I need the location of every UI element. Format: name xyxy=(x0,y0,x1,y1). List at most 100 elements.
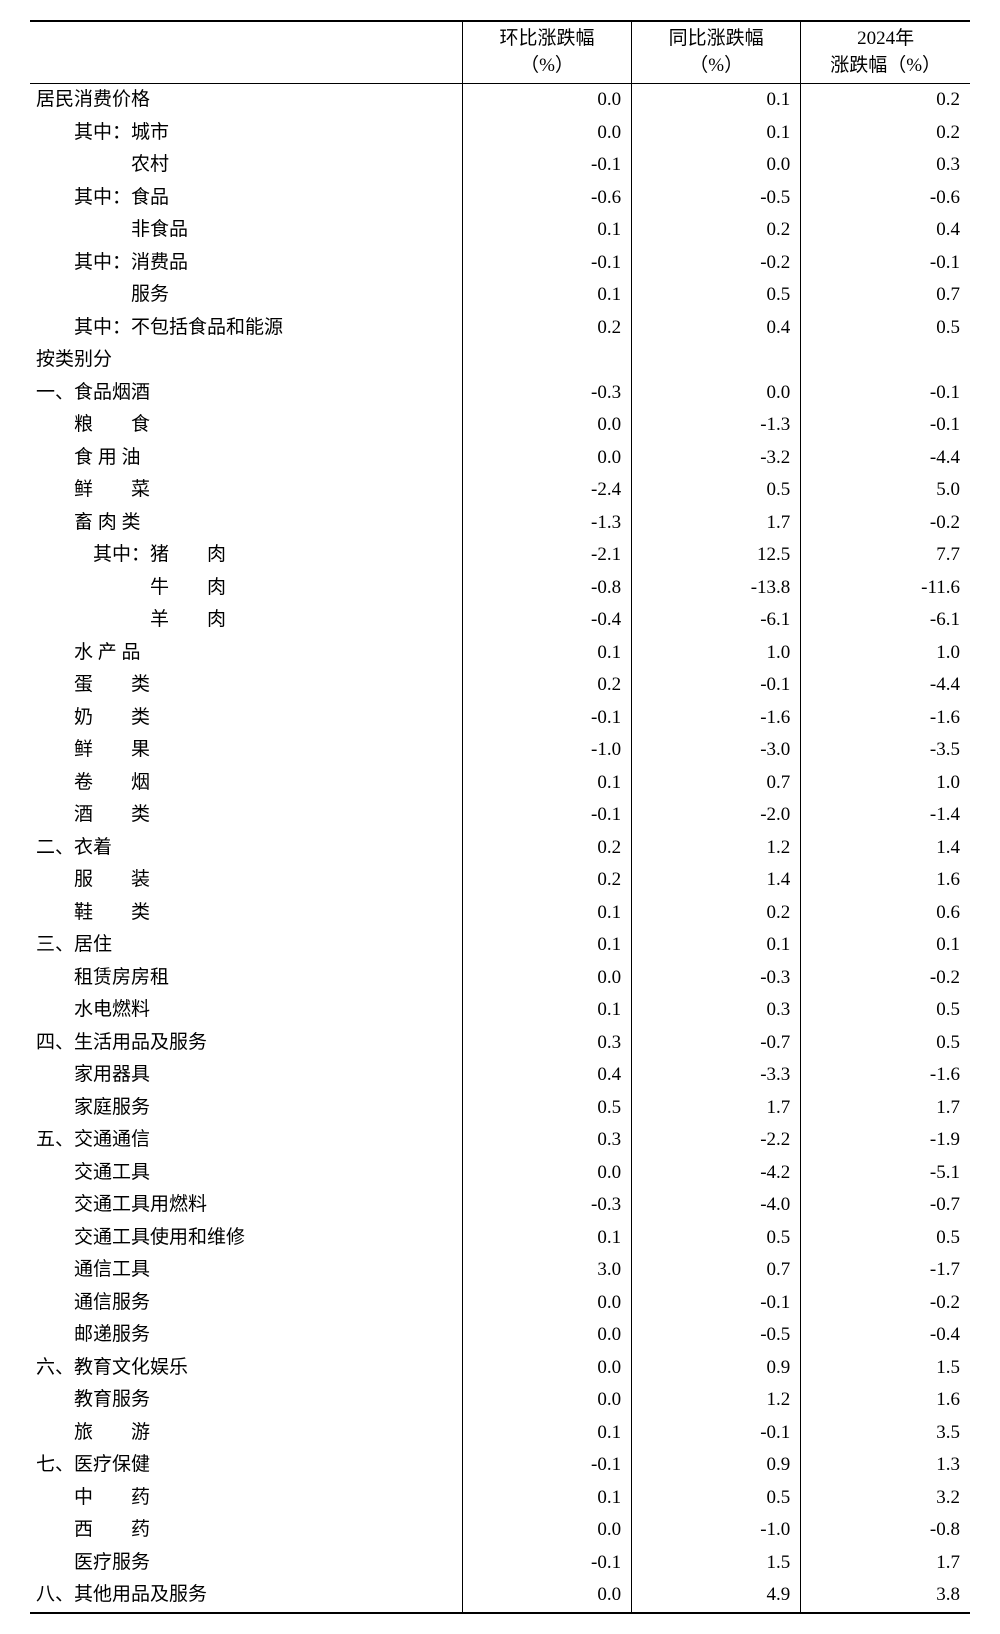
cpi-table: 环比涨跌幅 （%） 同比涨跌幅 （%） 2024年 涨跌幅（%） 居民消费价格0… xyxy=(30,20,970,1614)
row-yoy: -1.3 xyxy=(632,409,801,442)
row-mom: 0.2 xyxy=(462,832,631,865)
table-row: 按类别分 xyxy=(30,344,970,377)
row-yoy: 0.0 xyxy=(632,149,801,182)
row-yoy xyxy=(632,344,801,377)
row-yoy: 0.5 xyxy=(632,1482,801,1515)
row-yoy: 0.5 xyxy=(632,474,801,507)
header-yoy: 同比涨跌幅 （%） xyxy=(632,21,801,84)
header-yoy-l1: 同比涨跌幅 xyxy=(638,26,794,53)
row-mom: 0.0 xyxy=(462,1384,631,1417)
row-yoy: 0.7 xyxy=(632,1254,801,1287)
row-yoy: 0.9 xyxy=(632,1449,801,1482)
row-label: 食 用 油 xyxy=(30,442,462,475)
row-year: -11.6 xyxy=(801,572,970,605)
row-year: -5.1 xyxy=(801,1157,970,1190)
row-yoy: -4.2 xyxy=(632,1157,801,1190)
row-label: 租赁房房租 xyxy=(30,962,462,995)
row-mom: -0.1 xyxy=(462,702,631,735)
row-mom: -2.4 xyxy=(462,474,631,507)
row-mom: 0.3 xyxy=(462,1124,631,1157)
row-yoy: 0.1 xyxy=(632,84,801,117)
row-yoy: 0.1 xyxy=(632,929,801,962)
row-yoy: 1.5 xyxy=(632,1547,801,1580)
table-row: 鲜 果-1.0-3.0-3.5 xyxy=(30,734,970,767)
row-mom: 0.0 xyxy=(462,409,631,442)
table-row: 旅 游0.1-0.13.5 xyxy=(30,1417,970,1450)
row-yoy: -6.1 xyxy=(632,604,801,637)
row-yoy: -1.6 xyxy=(632,702,801,735)
row-yoy: 4.9 xyxy=(632,1579,801,1613)
row-year: -0.6 xyxy=(801,182,970,215)
row-mom: 0.1 xyxy=(462,767,631,800)
row-mom: 0.1 xyxy=(462,214,631,247)
table-row: 西 药0.0-1.0-0.8 xyxy=(30,1514,970,1547)
row-yoy: 0.9 xyxy=(632,1352,801,1385)
row-year: -4.4 xyxy=(801,669,970,702)
header-mom-l2: （%） xyxy=(469,53,625,80)
row-label: 一、食品烟酒 xyxy=(30,377,462,410)
row-yoy: 1.7 xyxy=(632,507,801,540)
row-mom: 0.4 xyxy=(462,1059,631,1092)
row-yoy: 0.2 xyxy=(632,897,801,930)
row-year: 1.0 xyxy=(801,637,970,670)
row-label: 四、生活用品及服务 xyxy=(30,1027,462,1060)
table-row: 通信工具3.00.7-1.7 xyxy=(30,1254,970,1287)
table-row: 一、食品烟酒-0.30.0-0.1 xyxy=(30,377,970,410)
table-row: 鲜 菜-2.40.55.0 xyxy=(30,474,970,507)
row-label: 其中：食品 xyxy=(30,182,462,215)
row-yoy: -13.8 xyxy=(632,572,801,605)
row-mom: -0.3 xyxy=(462,1189,631,1222)
row-label: 家庭服务 xyxy=(30,1092,462,1125)
row-year: -0.2 xyxy=(801,962,970,995)
row-yoy: 12.5 xyxy=(632,539,801,572)
row-yoy: -0.3 xyxy=(632,962,801,995)
table-row: 租赁房房租0.0-0.3-0.2 xyxy=(30,962,970,995)
row-yoy: -0.5 xyxy=(632,1319,801,1352)
header-year-l1: 2024年 xyxy=(807,26,964,53)
row-year: -1.6 xyxy=(801,1059,970,1092)
row-yoy: 0.2 xyxy=(632,214,801,247)
row-year: 1.3 xyxy=(801,1449,970,1482)
table-row: 医疗服务-0.11.51.7 xyxy=(30,1547,970,1580)
row-year: -0.2 xyxy=(801,1287,970,1320)
row-label: 交通工具 xyxy=(30,1157,462,1190)
row-label: 七、医疗保健 xyxy=(30,1449,462,1482)
row-mom: 0.0 xyxy=(462,1157,631,1190)
table-row: 蛋 类0.2-0.1-4.4 xyxy=(30,669,970,702)
row-year: 0.1 xyxy=(801,929,970,962)
row-yoy: 0.4 xyxy=(632,312,801,345)
table-row: 水 产 品0.11.01.0 xyxy=(30,637,970,670)
row-year: 1.7 xyxy=(801,1092,970,1125)
table-row: 其中：猪 肉-2.112.57.7 xyxy=(30,539,970,572)
header-label xyxy=(30,21,462,84)
row-yoy: 0.7 xyxy=(632,767,801,800)
row-mom: -0.6 xyxy=(462,182,631,215)
row-label: 其中：消费品 xyxy=(30,247,462,280)
row-label: 鲜 果 xyxy=(30,734,462,767)
row-label: 水 产 品 xyxy=(30,637,462,670)
row-yoy: 1.2 xyxy=(632,832,801,865)
row-mom: -2.1 xyxy=(462,539,631,572)
row-label: 奶 类 xyxy=(30,702,462,735)
table-row: 其中：城市0.00.10.2 xyxy=(30,117,970,150)
table-row: 七、医疗保健-0.10.91.3 xyxy=(30,1449,970,1482)
row-mom: 0.0 xyxy=(462,442,631,475)
row-label: 邮递服务 xyxy=(30,1319,462,1352)
row-label: 二、衣着 xyxy=(30,832,462,865)
row-year: 0.3 xyxy=(801,149,970,182)
row-year: 1.4 xyxy=(801,832,970,865)
row-year: -6.1 xyxy=(801,604,970,637)
row-label: 医疗服务 xyxy=(30,1547,462,1580)
table-row: 其中：食品-0.6-0.5-0.6 xyxy=(30,182,970,215)
table-row: 三、居住0.10.10.1 xyxy=(30,929,970,962)
table-row: 八、其他用品及服务0.04.93.8 xyxy=(30,1579,970,1613)
row-label: 卷 烟 xyxy=(30,767,462,800)
row-year: 1.6 xyxy=(801,864,970,897)
row-year: -1.7 xyxy=(801,1254,970,1287)
row-label: 居民消费价格 xyxy=(30,84,462,117)
row-label: 按类别分 xyxy=(30,344,462,377)
table-row: 居民消费价格0.00.10.2 xyxy=(30,84,970,117)
table-row: 交通工具用燃料-0.3-4.0-0.7 xyxy=(30,1189,970,1222)
row-year: -1.9 xyxy=(801,1124,970,1157)
row-label: 教育服务 xyxy=(30,1384,462,1417)
